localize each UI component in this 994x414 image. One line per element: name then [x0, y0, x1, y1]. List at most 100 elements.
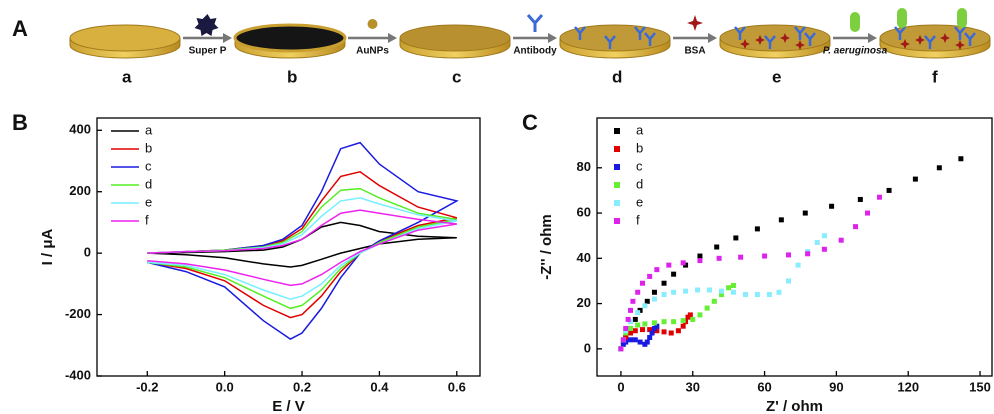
figure: AabcdefSuper PAuNPsAntibodyBSAP. aerugin… — [0, 0, 994, 414]
data-point — [662, 292, 667, 297]
data-point — [688, 312, 693, 317]
data-point — [829, 204, 834, 209]
data-point — [755, 292, 760, 297]
data-point — [662, 329, 667, 334]
data-point — [681, 260, 686, 265]
x-tick-label: 90 — [829, 379, 843, 394]
data-point — [635, 310, 640, 315]
data-point — [635, 290, 640, 295]
data-point — [762, 254, 767, 259]
disk-top — [400, 25, 510, 51]
panel-label: B — [12, 110, 28, 135]
data-point — [628, 326, 633, 331]
legend-label: b — [636, 140, 643, 155]
x-tick-label: 60 — [757, 379, 771, 394]
data-point — [642, 321, 647, 326]
y-tick-label: 400 — [69, 122, 91, 137]
legend-swatch — [614, 146, 620, 152]
y-tick-label: 20 — [577, 295, 591, 310]
y-tick-label: 0 — [584, 340, 591, 355]
data-point — [731, 290, 736, 295]
data-point — [877, 195, 882, 200]
data-point — [839, 238, 844, 243]
legend-label: a — [145, 122, 153, 137]
legend-swatch — [614, 200, 620, 206]
data-point — [662, 281, 667, 286]
data-point — [666, 263, 671, 268]
data-point — [633, 337, 638, 342]
data-point — [621, 337, 626, 342]
data-point — [642, 303, 647, 308]
legend-label: a — [636, 122, 644, 137]
y-axis-title: I / μA — [39, 228, 56, 265]
data-point — [776, 290, 781, 295]
data-point — [633, 328, 638, 333]
data-point — [650, 331, 655, 336]
legend-label: f — [145, 212, 149, 227]
data-point — [743, 292, 748, 297]
data-point — [645, 299, 650, 304]
data-point — [697, 258, 702, 263]
data-point — [681, 318, 686, 323]
data-point — [652, 297, 657, 302]
data-point — [697, 254, 702, 259]
data-point — [640, 327, 645, 332]
data-point — [786, 278, 791, 283]
x-tick-label: -0.2 — [136, 379, 158, 394]
y-tick-label: 0 — [84, 245, 91, 260]
data-point — [738, 255, 743, 260]
data-point — [887, 188, 892, 193]
arrow-head — [708, 33, 717, 43]
plot-frame — [597, 118, 992, 376]
x-tick-label: 30 — [686, 379, 700, 394]
legend-label: e — [145, 194, 152, 209]
data-point — [645, 340, 650, 345]
data-point — [638, 340, 643, 345]
data-point — [647, 274, 652, 279]
data-point — [640, 281, 645, 286]
data-point — [690, 317, 695, 322]
data-point — [705, 306, 710, 311]
data-point — [815, 240, 820, 245]
y-tick-label: 60 — [577, 204, 591, 219]
aunp-icon — [368, 19, 378, 29]
step-label: P. aeruginosa — [823, 46, 888, 57]
data-point — [803, 211, 808, 216]
step-label: Antibody — [513, 46, 557, 57]
arrow-head — [388, 33, 397, 43]
y-axis-title: -Z'' / ohm — [538, 214, 555, 279]
data-point — [628, 337, 633, 342]
data-point — [786, 252, 791, 257]
step-label: AuNPs — [356, 46, 389, 57]
x-tick-label: 0.6 — [448, 379, 466, 394]
data-point — [683, 289, 688, 294]
legend-label: d — [145, 176, 152, 191]
data-point — [662, 319, 667, 324]
x-tick-label: 0.0 — [216, 379, 234, 394]
stage-label: f — [932, 67, 938, 86]
data-point — [714, 245, 719, 250]
bsa-icon — [687, 15, 703, 31]
data-point — [633, 317, 638, 322]
data-point — [731, 283, 736, 288]
data-point — [697, 312, 702, 317]
panel-label: A — [12, 16, 28, 41]
data-point — [623, 326, 628, 331]
data-point — [635, 323, 640, 328]
arrow-head — [868, 33, 877, 43]
data-point — [671, 290, 676, 295]
data-point — [822, 233, 827, 238]
data-point — [654, 267, 659, 272]
data-point — [805, 251, 810, 256]
y-tick-label: -400 — [65, 367, 91, 382]
data-point — [618, 346, 623, 351]
data-point — [733, 235, 738, 240]
bacterium — [957, 8, 967, 28]
legend-label: c — [145, 158, 152, 173]
data-point — [628, 331, 633, 336]
stage-label: d — [612, 67, 622, 86]
data-point — [652, 290, 657, 295]
x-tick-label: 0.2 — [293, 379, 311, 394]
stage-label: c — [452, 67, 461, 86]
legend-label: f — [636, 212, 640, 227]
